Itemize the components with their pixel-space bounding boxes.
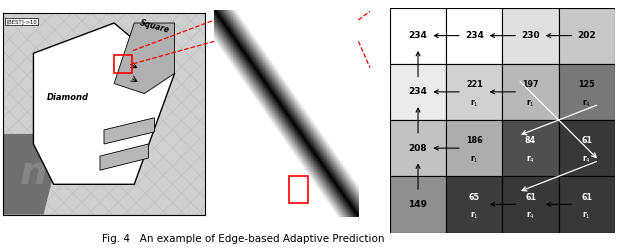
Text: $\mathbf{r}_{1}$: $\mathbf{r}_{1}$ [526,97,535,109]
Bar [559,176,615,233]
Bar [114,55,132,74]
Bar [502,8,559,64]
Bar [390,8,446,64]
Text: 65: 65 [468,192,480,202]
Text: 202: 202 [577,31,596,40]
Text: 234: 234 [408,88,428,96]
Text: 149: 149 [408,200,428,209]
Polygon shape [114,23,175,94]
Bar [446,120,502,176]
Text: 221: 221 [466,80,483,89]
Polygon shape [33,23,175,184]
Text: 61: 61 [525,192,536,202]
Text: 234: 234 [465,31,484,40]
Bar [390,120,446,176]
Text: $\mathbf{r}_{4}$: $\mathbf{r}_{4}$ [526,210,535,222]
Text: 61: 61 [581,136,592,145]
Text: [BEST]->10: [BEST]->10 [6,19,37,24]
Text: 234: 234 [408,31,428,40]
Text: $\mathbf{r}_{4}$: $\mathbf{r}_{4}$ [526,154,535,165]
Bar [502,64,559,120]
Text: $\mathbf{r}_{4}$: $\mathbf{r}_{4}$ [582,97,591,109]
Bar [502,176,559,233]
Text: 186: 186 [466,136,483,145]
Bar [446,8,502,64]
Text: $\mathbf{r}_{1}$: $\mathbf{r}_{1}$ [470,97,479,109]
Text: 61: 61 [581,192,592,202]
Text: n: n [19,154,47,192]
Text: Square: Square [139,19,170,35]
Text: 125: 125 [579,80,595,89]
Bar [559,8,615,64]
Polygon shape [3,134,64,214]
Text: 197: 197 [522,80,539,89]
Text: $\mathbf{r}_{4}$: $\mathbf{r}_{4}$ [582,154,591,165]
Text: 84: 84 [525,136,536,145]
Text: Fig. 4   An example of Edge-based Adaptive Prediction: Fig. 4 An example of Edge-based Adaptive… [102,234,385,243]
Bar [446,64,502,120]
Text: 208: 208 [409,144,428,152]
Text: Diamond: Diamond [47,93,89,102]
Bar [502,120,559,176]
Polygon shape [104,118,154,144]
Bar [289,176,308,203]
Text: $\mathbf{r}_{1}$: $\mathbf{r}_{1}$ [582,210,591,222]
Polygon shape [100,144,148,170]
Text: 230: 230 [521,31,540,40]
Text: $\mathbf{r}_{1}$: $\mathbf{r}_{1}$ [470,210,479,222]
Text: $\mathbf{r}_{1}$: $\mathbf{r}_{1}$ [470,154,479,165]
Bar [559,64,615,120]
Bar [446,176,502,233]
Bar [390,176,446,233]
Bar [390,64,446,120]
Bar [559,120,615,176]
